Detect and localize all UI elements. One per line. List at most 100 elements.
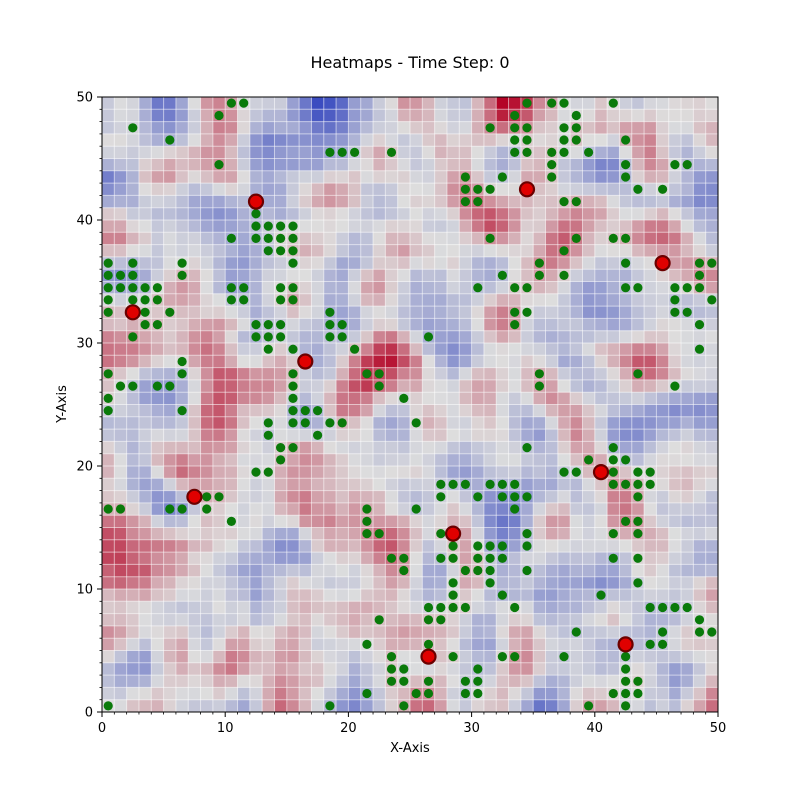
heatmap-cell [360, 195, 374, 209]
heatmap-cell [102, 207, 115, 221]
heatmap-cell [582, 244, 596, 258]
heatmap-cell [533, 330, 547, 344]
heatmap-cell [286, 146, 300, 160]
heatmap-cell [126, 502, 140, 516]
heatmap-cell [422, 133, 436, 147]
heatmap-cell [360, 355, 374, 369]
heatmap-cell [410, 589, 423, 602]
green-point [608, 688, 618, 699]
heatmap-cell [570, 379, 584, 393]
heatmap-cell [705, 441, 718, 455]
green-point [399, 393, 409, 403]
heatmap-cell [151, 146, 165, 160]
green-point [337, 332, 347, 342]
heatmap-cell [397, 256, 411, 270]
heatmap-cell [200, 195, 214, 209]
heatmap-cell [483, 146, 497, 160]
green-point [633, 467, 643, 477]
heatmap-cell [693, 355, 707, 369]
heatmap-cell [151, 613, 165, 627]
green-point [263, 418, 273, 428]
heatmap-cell [446, 158, 460, 172]
heatmap-cell [126, 183, 140, 196]
heatmap-cell [705, 502, 718, 516]
heatmap-cell [656, 232, 670, 246]
green-point [645, 467, 655, 477]
heatmap-cell [496, 699, 510, 712]
heatmap-cell [225, 662, 239, 676]
heatmap-cell [410, 638, 423, 652]
heatmap-cell [582, 466, 596, 479]
heatmap-cell [373, 601, 386, 615]
heatmap-cell [102, 121, 115, 135]
heatmap-cell [163, 281, 177, 295]
heatmap-cell [225, 502, 239, 516]
heatmap-cell [126, 589, 140, 602]
heatmap-cell [483, 429, 497, 442]
heatmap-cell [668, 109, 682, 123]
heatmap-cell [644, 441, 657, 455]
heatmap-cell [496, 256, 510, 270]
heatmap-cell [274, 170, 288, 184]
heatmap-cell [237, 367, 251, 381]
heatmap-cell [348, 392, 362, 406]
heatmap-cell [410, 429, 423, 442]
heatmap-cell [496, 158, 510, 172]
green-point [460, 197, 470, 207]
heatmap-cell [175, 146, 189, 160]
heatmap-cell [656, 269, 670, 283]
green-point [411, 504, 421, 514]
heatmap-cell [446, 355, 460, 369]
heatmap-cell [225, 355, 239, 369]
heatmap-cell [422, 416, 436, 430]
heatmap-cell [570, 441, 584, 455]
heatmap-cell [373, 650, 386, 664]
heatmap-cell [496, 97, 510, 110]
green-point [670, 283, 680, 293]
heatmap-cell [471, 158, 485, 172]
heatmap-cell [631, 146, 645, 160]
heatmap-cell [138, 269, 152, 283]
heatmap-cell [570, 589, 584, 602]
heatmap-cell [410, 613, 423, 627]
heatmap-cell [656, 650, 670, 664]
heatmap-cell [249, 121, 263, 135]
heatmap-cell [163, 564, 177, 578]
heatmap-cell [705, 490, 718, 504]
heatmap-cell [570, 699, 584, 712]
heatmap-cell [274, 576, 288, 590]
heatmap-cell [607, 589, 621, 602]
heatmap-cell [471, 244, 485, 258]
heatmap-cell [225, 564, 239, 578]
heatmap-cell [151, 306, 165, 319]
heatmap-cell [114, 552, 128, 565]
heatmap-cell [508, 589, 522, 602]
heatmap-cell [311, 564, 325, 578]
heatmap-cell [397, 638, 411, 652]
heatmap-cell [200, 625, 214, 639]
heatmap-cell [336, 195, 349, 209]
heatmap-cell [102, 613, 115, 627]
heatmap-cell [114, 355, 128, 369]
heatmap-cell [138, 675, 152, 688]
heatmap-cell [483, 441, 497, 455]
heatmap-cell [508, 269, 522, 283]
heatmap-cell [360, 453, 374, 467]
heatmap-cell [373, 515, 386, 529]
heatmap-cell [410, 281, 423, 295]
heatmap-cell [385, 539, 399, 553]
heatmap-cell [607, 158, 621, 172]
heatmap-cell [311, 466, 325, 479]
heatmap-cell [237, 441, 251, 455]
heatmap-cell [545, 343, 559, 356]
heatmap-cell [249, 146, 263, 160]
heatmap-cell [644, 379, 657, 393]
heatmap-cell [126, 232, 140, 246]
heatmap-cell [126, 367, 140, 381]
heatmap-cell [385, 121, 399, 135]
heatmap-cell [644, 109, 657, 123]
heatmap-cell [422, 589, 436, 602]
heatmap-cell [360, 392, 374, 406]
heatmap-cell [262, 650, 276, 664]
green-point [399, 553, 409, 563]
